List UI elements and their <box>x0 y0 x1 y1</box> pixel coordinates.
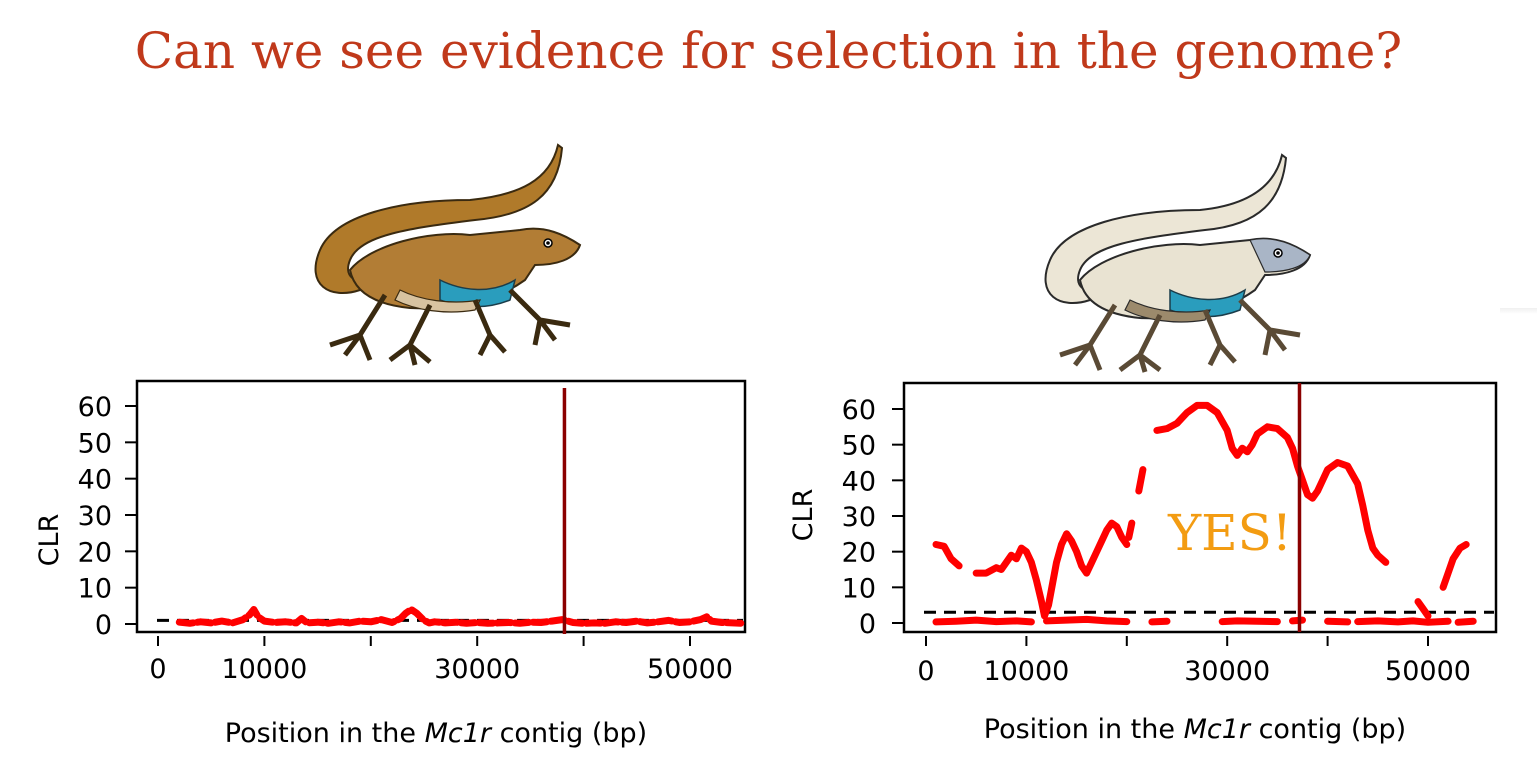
pale-lizard-illustration <box>1044 153 1312 373</box>
clr-series-segment <box>1354 617 1452 626</box>
y-tick-label: 30 <box>78 501 112 532</box>
clr-series-segment <box>932 541 963 570</box>
y-tick-label: 0 <box>95 610 112 641</box>
x-tick-label: 10000 <box>983 656 1069 687</box>
clr-series-segment <box>1043 615 1131 626</box>
x-tick-label: 30000 <box>1184 656 1270 687</box>
x-tick-label: 10000 <box>221 654 307 685</box>
clr-series-segment <box>972 519 1131 620</box>
brown-lizard-illustration <box>314 143 582 366</box>
y-tick-label: 50 <box>842 431 876 462</box>
y-axis-label: CLR <box>788 489 819 542</box>
y-tick-label: 20 <box>842 538 876 569</box>
clr-series-segment <box>1439 541 1470 591</box>
slide-edge-shadow <box>1500 308 1537 314</box>
y-tick-label: 40 <box>78 465 112 496</box>
y-tick-label: 20 <box>78 537 112 568</box>
clr-series-segment <box>932 616 1035 626</box>
chart-pale: 0 10 20 30 40 50 60 CLR 0 10000 30000 50000 Position… <box>788 381 1498 745</box>
plot-frame <box>902 381 1498 634</box>
x-tick-label: 50000 <box>1385 656 1471 687</box>
x-tick-label: 0 <box>917 656 934 687</box>
x-tick-label: 0 <box>149 654 166 685</box>
y-tick-label: 50 <box>78 428 112 459</box>
y-tick-label: 60 <box>842 395 876 426</box>
clr-series-segment <box>175 606 747 627</box>
clr-series-segment <box>1148 617 1171 626</box>
clr-series-segment <box>1125 519 1136 541</box>
clr-chart-brown: 0 10 20 30 40 50 60 CLR 0 10000 30000 50000 Position… <box>34 379 747 749</box>
y-tick-label: 0 <box>859 609 876 640</box>
clr-series-segment <box>1218 617 1281 626</box>
x-tick-label: 50000 <box>647 654 733 685</box>
slide-title: Can we see evidence for selection in the… <box>134 22 1403 80</box>
y-tick-label: 60 <box>78 392 112 423</box>
y-tick-label: 40 <box>842 466 876 497</box>
plot-frame <box>135 379 747 634</box>
clr-series-segment <box>1135 466 1147 495</box>
y-tick-label: 30 <box>842 502 876 533</box>
clr-series-segment <box>1414 598 1432 620</box>
x-axis-label: Position in the Mc1r contig (bp) <box>984 714 1406 745</box>
x-tick-label: 30000 <box>434 654 520 685</box>
y-axis-label: CLR <box>34 514 65 567</box>
clr-series-segment <box>1324 617 1352 626</box>
y-tick-label: 10 <box>78 574 112 605</box>
clr-series-segment <box>1454 617 1477 626</box>
clr-series-segment <box>1153 401 1390 566</box>
chart-brown: 0 10 20 30 40 50 60 CLR 0 10000 30000 50000 Position… <box>34 379 747 749</box>
y-tick-label: 10 <box>842 573 876 604</box>
yes-annotation: YES! <box>1167 504 1292 562</box>
x-axis-label: Position in the Mc1r contig (bp) <box>225 718 647 749</box>
